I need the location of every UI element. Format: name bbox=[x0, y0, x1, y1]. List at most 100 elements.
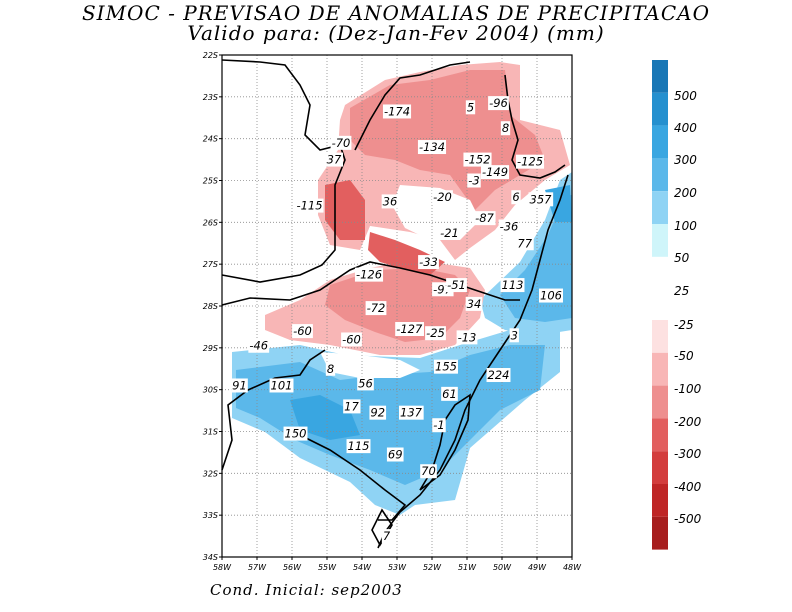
anomaly-value-box bbox=[395, 322, 424, 337]
legend-label: -400 bbox=[674, 480, 702, 494]
anomaly-value-box bbox=[357, 376, 374, 391]
anomaly-value-label: -174 bbox=[384, 104, 410, 118]
anomaly-value-box bbox=[382, 104, 412, 119]
uruguay-border bbox=[289, 429, 407, 521]
anomaly-value-label: -21 bbox=[440, 226, 459, 240]
anomaly-value-label: 3 bbox=[511, 328, 518, 342]
parana-north-border bbox=[354, 61, 471, 151]
anomaly-value-label: 150 bbox=[285, 427, 307, 441]
lon-tick-label: 50W bbox=[493, 563, 512, 572]
anomaly-value-box bbox=[432, 190, 453, 205]
anomaly-value-label: 7 bbox=[383, 529, 391, 543]
anomaly-value-label: 106 bbox=[540, 289, 562, 303]
anomaly-value-box bbox=[441, 386, 458, 401]
anomaly-value-box bbox=[341, 332, 362, 347]
anomaly-value-label: 17 bbox=[344, 399, 359, 413]
anomaly-value-box bbox=[420, 464, 437, 479]
legend-swatch-positive bbox=[652, 158, 668, 192]
legend-swatch-positive bbox=[652, 125, 668, 159]
legend-label: 25 bbox=[674, 284, 689, 298]
legend-swatch-negative bbox=[652, 516, 668, 550]
lon-tick-label: 54W bbox=[353, 563, 372, 572]
anomaly-value-box bbox=[386, 447, 404, 462]
anomaly-value-box bbox=[354, 267, 384, 282]
lat-tick-label: 34S bbox=[203, 553, 218, 562]
lat-tick-label: 33S bbox=[203, 511, 218, 520]
anomaly-value-label: -33 bbox=[419, 255, 438, 269]
anomaly-value-label: 113 bbox=[502, 278, 524, 292]
anomaly-value-label: -60 bbox=[293, 324, 312, 338]
lon-tick-label: 49W bbox=[528, 563, 547, 572]
anomaly-value-label: 69 bbox=[388, 448, 403, 462]
anomaly-value-box bbox=[528, 192, 554, 207]
anomaly-value-label: 36 bbox=[383, 194, 398, 208]
lat-tick-label: 27S bbox=[203, 260, 218, 269]
lon-tick-label: 48W bbox=[563, 563, 582, 572]
anomaly-value-box bbox=[446, 278, 467, 293]
anomaly-value-label: 101 bbox=[271, 378, 293, 392]
legend-label: -200 bbox=[674, 415, 702, 429]
lat-tick-label: 25S bbox=[203, 177, 218, 186]
legend-swatch-positive bbox=[652, 191, 668, 224]
anomaly-value-box bbox=[434, 359, 458, 374]
anomaly-value-box bbox=[465, 100, 476, 115]
color-legend: 500 400 300 200 100 50 25 -25 -50 -100 -200 -300 -40… bbox=[652, 60, 702, 550]
anomaly-value-label: 37 bbox=[327, 153, 342, 167]
anomaly-value-label: -51 bbox=[447, 278, 466, 292]
anomaly-value-label: 8 bbox=[502, 121, 509, 135]
anomaly-value-box bbox=[539, 288, 563, 303]
initial-condition: Cond. Inicial: sep2003 bbox=[210, 581, 403, 599]
lon-tick-label: 52W bbox=[423, 563, 442, 572]
anomaly-value-box bbox=[325, 361, 336, 376]
legend-label: 100 bbox=[674, 219, 697, 233]
lat-tick-label: 30S bbox=[203, 386, 218, 395]
anomaly-value-box bbox=[474, 211, 496, 226]
anomaly-value-label: 34 bbox=[467, 297, 482, 311]
anomaly-value-box bbox=[515, 154, 545, 169]
anomaly-value-label: 77 bbox=[517, 236, 532, 250]
legend-swatch-negative bbox=[652, 320, 668, 353]
anomaly-value-label: -126 bbox=[356, 268, 382, 282]
legend-swatch-positive bbox=[652, 224, 668, 257]
anomaly-value-label: -72 bbox=[367, 301, 386, 315]
anomaly-value-box bbox=[425, 326, 446, 341]
legend-swatch-negative bbox=[652, 451, 668, 484]
anomaly-value-box bbox=[463, 152, 492, 167]
lat-tick-label: 29S bbox=[203, 344, 218, 353]
anomaly-value-box bbox=[486, 368, 511, 383]
anomaly-value-label: -152 bbox=[464, 153, 490, 167]
lon-tick-label: 55W bbox=[318, 563, 337, 572]
anomaly-value-box bbox=[369, 405, 387, 420]
anomaly-value-box bbox=[269, 378, 294, 393]
anomaly-value-box bbox=[511, 190, 521, 205]
anomaly-value-box bbox=[498, 219, 520, 234]
legend-label: -300 bbox=[674, 447, 702, 461]
lat-tick-label: 22S bbox=[203, 51, 218, 60]
anomaly-value-label: 92 bbox=[370, 406, 385, 420]
legend-label: 200 bbox=[674, 186, 697, 200]
lat-tick-label: 24S bbox=[203, 135, 218, 144]
anomaly-value-label: -127 bbox=[396, 322, 423, 336]
legend-swatch-negative bbox=[652, 484, 668, 517]
positive-field-mid bbox=[236, 345, 545, 485]
mirim-lagoon bbox=[371, 508, 393, 547]
lat-tick-label: 31S bbox=[203, 428, 218, 437]
legend-label: -50 bbox=[674, 349, 694, 363]
anomaly-value-box bbox=[465, 296, 483, 311]
anomaly-value-box bbox=[456, 330, 478, 345]
lon-tick-label: 57W bbox=[248, 563, 267, 572]
anomaly-value-label: -125 bbox=[517, 155, 543, 169]
lon-tick-label: 58W bbox=[213, 563, 232, 572]
anomaly-value-label: -20 bbox=[433, 190, 452, 204]
anomaly-value-label: -1 bbox=[433, 418, 444, 432]
anomaly-value-label: -96 bbox=[489, 96, 508, 110]
anomaly-value-box bbox=[292, 324, 313, 339]
anomaly-value-label: 155 bbox=[435, 360, 457, 374]
map-subtitle: Valido para: (Dez-Jan-Fev 2004) (mm) bbox=[187, 21, 605, 45]
anomaly-value-box bbox=[439, 225, 460, 240]
lagoa-dos-patos bbox=[419, 393, 471, 491]
anomaly-value-box bbox=[432, 418, 446, 433]
eastern-divide bbox=[504, 74, 566, 179]
anomaly-value-label: 224 bbox=[488, 368, 510, 382]
